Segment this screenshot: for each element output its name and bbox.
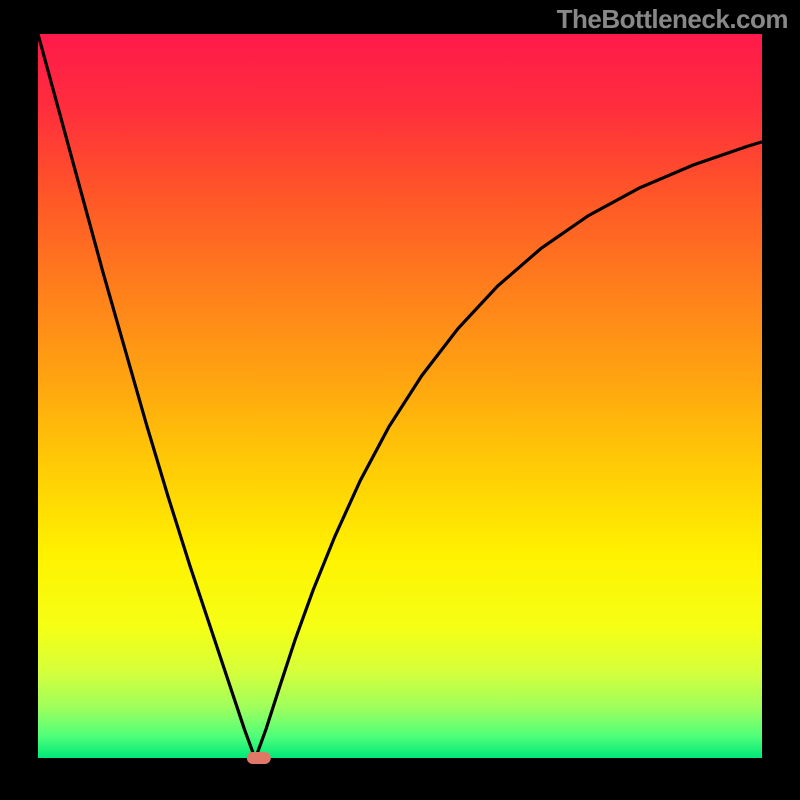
min-point-marker [247,752,271,764]
plot-background [38,34,762,758]
bottleneck-chart [0,0,800,800]
chart-container: TheBottleneck.com [0,0,800,800]
watermark-text: TheBottleneck.com [557,4,788,35]
